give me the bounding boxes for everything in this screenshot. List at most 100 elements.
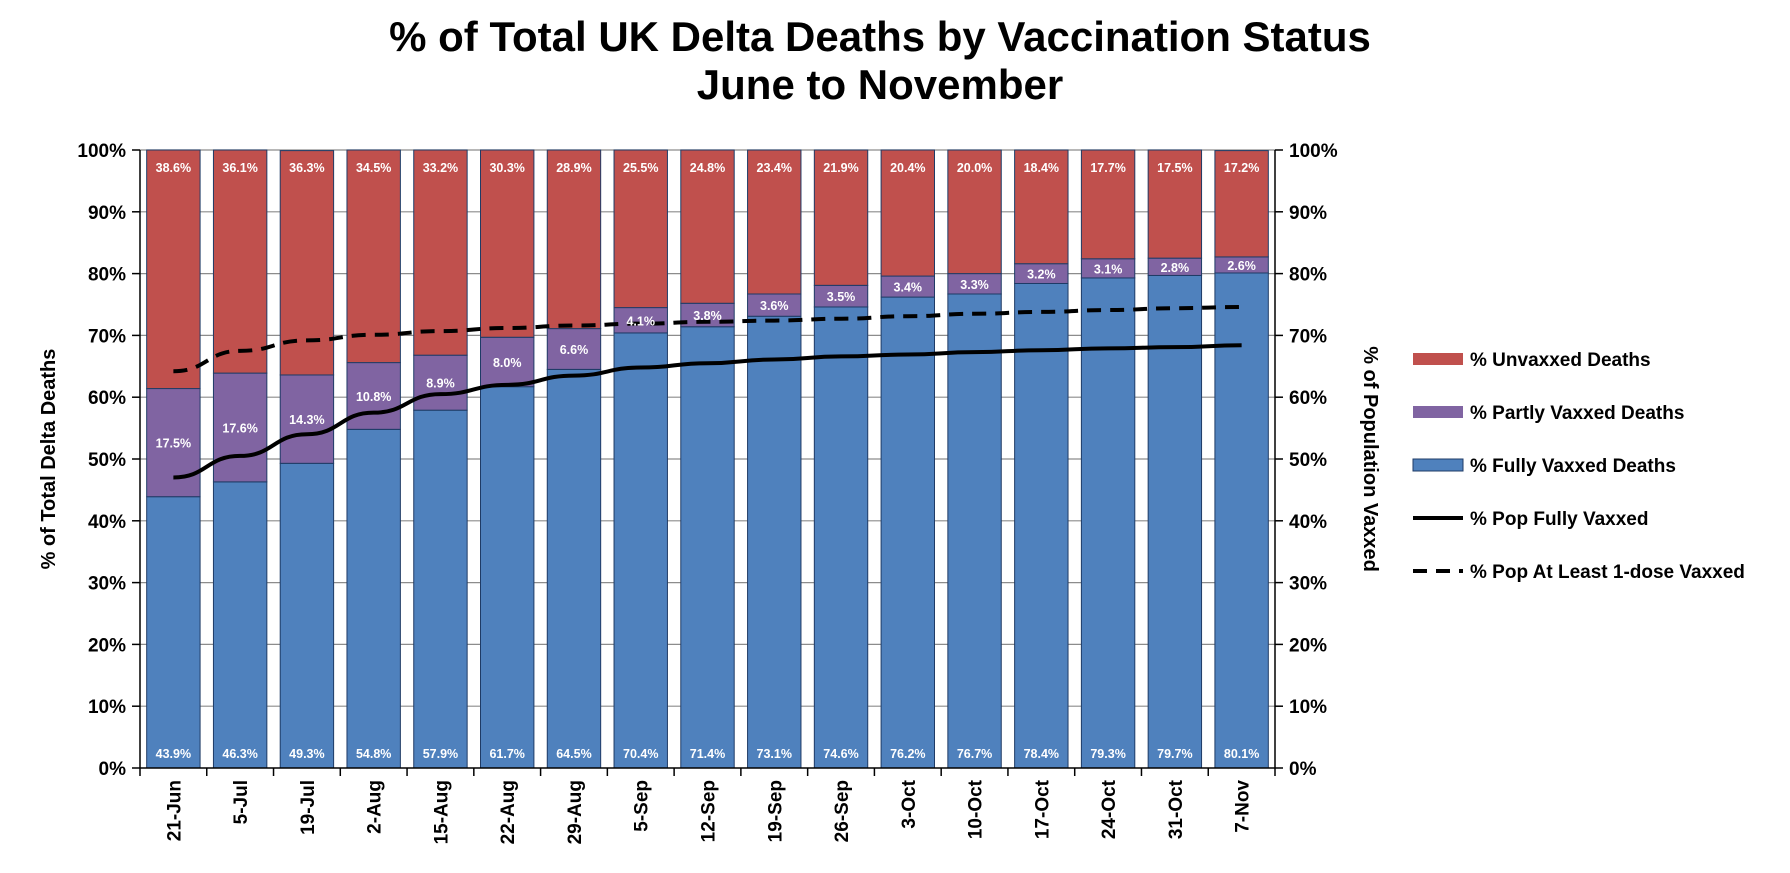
bar-unvaxxed-deaths (747, 149, 802, 295)
axes: 0% 10% 20% 30% 40% 50% 60% 70% 80% 90% 100% 0% 10% 20… (77, 141, 1337, 844)
data-label-fully: 79.3% (1090, 747, 1125, 761)
data-label-partly: 8.9% (426, 377, 455, 391)
bar-unvaxxed-deaths (279, 150, 335, 376)
data-label-unvaxxed: 20.4% (890, 161, 925, 175)
y2-tick-label: 10% (1289, 697, 1327, 718)
data-label-partly: 4.1% (626, 314, 655, 328)
data-label-partly: 6.6% (560, 343, 589, 357)
data-label-unvaxxed: 33.2% (423, 161, 458, 175)
data-label-unvaxxed: 20.0% (957, 161, 992, 175)
y2-tick-label: 50% (1289, 450, 1327, 471)
y-tick-label: 20% (88, 635, 126, 656)
legend-label: % Fully Vaxxed Deaths (1470, 456, 1676, 477)
x-tick-label: 12-Sep (699, 780, 720, 842)
chart-subtitle: June to November (697, 61, 1063, 108)
bar-unvaxxed-deaths (1014, 149, 1069, 265)
bar-unvaxxed-deaths (212, 149, 268, 374)
x-tick-label: 3-Oct (899, 779, 920, 828)
data-label-unvaxxed: 17.7% (1090, 161, 1125, 175)
lines (173, 304, 1242, 480)
data-label-unvaxxed: 18.4% (1024, 161, 1059, 175)
bar-unvaxxed-deaths (1147, 149, 1203, 259)
line-pop-fully-vaxxed (173, 343, 1242, 480)
bar-unvaxxed-deaths (1080, 149, 1136, 260)
bar-fully-vaxxed-deaths (1147, 274, 1203, 769)
x-tick-label: 19-Sep (765, 780, 786, 842)
y-tick-label: 0% (99, 759, 127, 780)
bar-fully-vaxxed-deaths (947, 293, 1002, 769)
data-label-partly: 3.5% (827, 290, 856, 304)
data-label-unvaxxed: 17.2% (1224, 161, 1259, 175)
x-tick-label: 26-Sep (832, 780, 853, 842)
data-label-partly: 3.1% (1094, 262, 1123, 276)
data-label-fully: 74.6% (823, 747, 858, 761)
line-pop-at-least-1-dose-vaxxed (173, 304, 1242, 374)
data-label-unvaxxed: 17.5% (1157, 161, 1192, 175)
data-label-fully: 64.5% (556, 747, 591, 761)
bar-fully-vaxxed-deaths (546, 368, 602, 769)
x-tick-label: 22-Aug (498, 780, 519, 844)
legend-swatch (1412, 458, 1464, 472)
data-label-fully: 79.7% (1157, 747, 1192, 761)
bar-partly-vaxxed-deaths (212, 372, 268, 483)
data-labels: 43.9% 38.6% 17.5% 46.3% 36.1% 17.6% 49.3% 36.3%… (156, 161, 1260, 761)
bar-unvaxxed-deaths (880, 149, 936, 277)
y-tick-label: 80% (88, 265, 126, 286)
y2-tick-label: 20% (1289, 635, 1327, 656)
x-tick-label: 19-Jul (298, 780, 319, 835)
bar-unvaxxed-deaths (1214, 150, 1269, 258)
data-label-unvaxxed: 30.3% (489, 161, 524, 175)
bar-fully-vaxxed-deaths (1214, 272, 1269, 769)
bar-unvaxxed-deaths (346, 149, 401, 364)
data-label-unvaxxed: 23.4% (757, 161, 792, 175)
data-label-fully: 49.3% (289, 747, 324, 761)
data-label-fully: 54.8% (356, 747, 391, 761)
bar-unvaxxed-deaths (680, 149, 735, 304)
bar-fully-vaxxed-deaths (480, 386, 535, 769)
bar-fully-vaxxed-deaths (212, 481, 268, 769)
y2-tick-label: 0% (1289, 759, 1317, 780)
y-axis-title: % of Total Delta Deaths (38, 349, 60, 570)
data-label-fully: 73.1% (757, 747, 792, 761)
data-label-fully: 76.7% (957, 747, 992, 761)
bar-unvaxxed-deaths (813, 149, 869, 286)
legend-label: % Unvaxxed Deaths (1470, 350, 1651, 371)
bar-partly-vaxxed-deaths (346, 362, 401, 430)
data-label-fully: 80.1% (1224, 747, 1259, 761)
bar-partly-vaxxed-deaths (480, 336, 535, 388)
legend-label: % Partly Vaxxed Deaths (1470, 403, 1684, 424)
y2-tick-label: 90% (1289, 203, 1327, 224)
data-label-partly: 14.3% (289, 413, 324, 427)
data-label-unvaxxed: 28.9% (556, 161, 591, 175)
legend: % Unvaxxed Deaths % Partly Vaxxed Deaths%… (1412, 350, 1745, 583)
x-tick-label: 24-Oct (1099, 779, 1120, 839)
bar-fully-vaxxed-deaths (613, 332, 668, 769)
y-tick-label: 10% (88, 697, 126, 718)
y2-tick-label: 70% (1289, 326, 1327, 347)
bar-fully-vaxxed-deaths (747, 315, 802, 769)
y-tick-label: 50% (88, 450, 126, 471)
data-label-unvaxxed: 36.1% (222, 161, 257, 175)
data-label-unvaxxed: 25.5% (623, 161, 658, 175)
bar-unvaxxed-deaths (413, 149, 468, 356)
x-tick-label: 31-Oct (1166, 779, 1187, 839)
y-tick-label: 70% (88, 326, 126, 347)
data-label-unvaxxed: 24.8% (690, 161, 725, 175)
data-label-partly: 3.3% (960, 278, 989, 292)
data-label-partly: 17.5% (156, 437, 191, 451)
bar-unvaxxed-deaths (480, 149, 535, 338)
x-tick-label: 29-Aug (565, 780, 586, 844)
bar-fully-vaxxed-deaths (1014, 282, 1069, 769)
data-label-unvaxxed: 34.5% (356, 161, 391, 175)
data-label-fully: 76.2% (890, 747, 925, 761)
x-tick-label: 21-Jun (164, 780, 185, 841)
data-label-unvaxxed: 36.3% (289, 161, 324, 175)
data-label-partly: 2.8% (1161, 261, 1190, 275)
y2-tick-label: 40% (1289, 512, 1327, 533)
data-label-fully: 43.9% (156, 747, 191, 761)
bar-partly-vaxxed-deaths (413, 354, 468, 411)
bars (146, 149, 1269, 769)
x-tick-label: 15-Aug (431, 780, 452, 844)
bar-partly-vaxxed-deaths (613, 307, 668, 334)
data-label-partly: 17.6% (222, 421, 257, 435)
